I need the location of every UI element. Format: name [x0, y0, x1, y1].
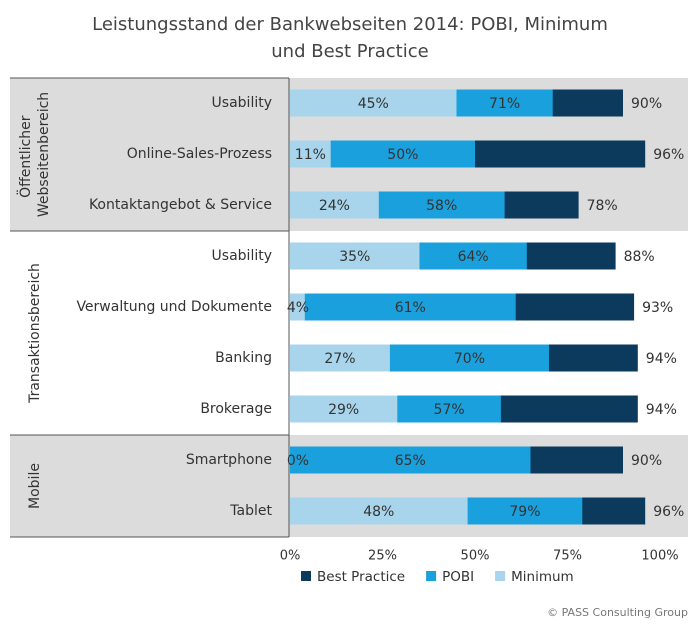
value-label: 64% [458, 249, 489, 265]
legend-label: Best Practice [317, 569, 405, 585]
value-label: 78% [587, 198, 618, 214]
category-label: Online-Sales-Prozess [127, 146, 272, 162]
legend-swatch [495, 571, 506, 581]
bar [290, 446, 531, 474]
bar [290, 293, 305, 321]
category-label: Tablet [229, 503, 272, 519]
group-label: Mobile [27, 463, 43, 509]
x-tick-label: 75% [553, 549, 582, 564]
bar [290, 497, 468, 525]
chart-title: und Best Practice [271, 41, 428, 62]
x-tick-label: 0% [280, 549, 301, 564]
legend-swatch [301, 571, 311, 581]
category-label: Usability [212, 95, 272, 111]
value-label: 90% [631, 453, 662, 469]
bar [290, 140, 331, 168]
value-label: 11% [295, 147, 326, 163]
source: © PASS Consulting Group [547, 606, 688, 619]
value-label: 57% [434, 402, 465, 418]
bar [290, 242, 420, 270]
value-label: 0% [287, 453, 309, 469]
value-label: 50% [387, 147, 418, 163]
x-tick-label: 100% [641, 549, 678, 564]
category-label: Smartphone [186, 452, 272, 468]
category-label: Banking [215, 350, 272, 366]
value-label: 94% [646, 351, 677, 367]
category-label: Usability [212, 248, 272, 264]
value-label: 93% [642, 300, 673, 316]
legend-label: Minimum [511, 569, 574, 585]
value-label: 70% [454, 351, 485, 367]
bar [290, 395, 398, 423]
bar [290, 89, 457, 117]
value-label: 96% [653, 147, 684, 163]
value-label: 88% [624, 249, 655, 265]
bar [290, 191, 379, 219]
category-label: Kontaktangebot & Service [89, 197, 272, 213]
value-label: 4% [287, 300, 309, 316]
group-label: Öffentlicher Webseitenbereich [16, 92, 52, 217]
group-label: Transaktionsbereich [27, 263, 43, 404]
chart-title: Leistungsstand der Bankwebseiten 2014: P… [92, 14, 608, 35]
value-label: 45% [358, 96, 389, 112]
value-label: 90% [631, 96, 662, 112]
legend-swatch [426, 571, 437, 581]
legend-label: POBI [442, 569, 474, 585]
value-label: 96% [653, 504, 684, 520]
bar [290, 293, 516, 321]
value-label: 71% [489, 96, 520, 112]
x-tick-label: 50% [461, 549, 490, 564]
value-label: 35% [339, 249, 370, 265]
value-label: 58% [426, 198, 457, 214]
value-label: 48% [363, 504, 394, 520]
x-tick-label: 25% [368, 549, 397, 564]
bar [290, 344, 390, 372]
bars [290, 89, 646, 525]
value-label: 61% [395, 300, 426, 316]
value-label: 29% [328, 402, 359, 418]
value-label: 79% [509, 504, 540, 520]
value-label: 27% [324, 351, 355, 367]
category-label: Brokerage [200, 401, 272, 417]
value-label: 24% [319, 198, 350, 214]
value-label: 94% [646, 402, 677, 418]
category-label: Verwaltung und Dokumente [76, 299, 272, 315]
value-label: 65% [395, 453, 426, 469]
